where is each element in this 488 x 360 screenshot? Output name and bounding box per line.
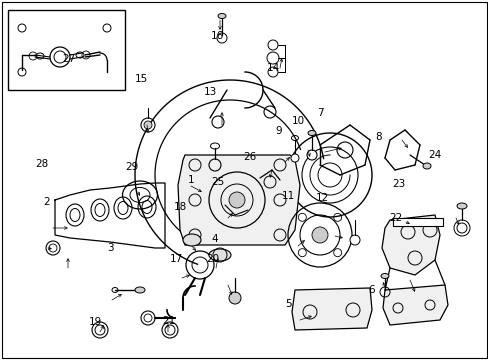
Text: 23: 23	[391, 179, 405, 189]
Ellipse shape	[307, 130, 315, 135]
Circle shape	[143, 121, 152, 129]
Ellipse shape	[208, 249, 230, 261]
Text: 6: 6	[367, 285, 374, 295]
Text: 28: 28	[35, 159, 48, 169]
Text: 15: 15	[135, 74, 148, 84]
Text: 8: 8	[375, 132, 382, 142]
Polygon shape	[178, 155, 299, 245]
Text: 16: 16	[210, 31, 224, 41]
Text: 18: 18	[174, 202, 187, 212]
Text: 20: 20	[206, 254, 219, 264]
Text: 9: 9	[275, 126, 282, 136]
Circle shape	[317, 163, 341, 187]
Circle shape	[349, 235, 359, 245]
Text: 12: 12	[315, 193, 329, 203]
Circle shape	[311, 227, 327, 243]
Text: 19: 19	[88, 317, 102, 327]
Text: 21: 21	[162, 316, 175, 326]
Text: 3: 3	[106, 243, 113, 253]
Circle shape	[290, 154, 298, 162]
Circle shape	[228, 192, 244, 208]
Bar	[392, 218, 442, 226]
Ellipse shape	[422, 163, 430, 169]
Text: 25: 25	[210, 177, 224, 187]
Ellipse shape	[380, 274, 388, 279]
Text: 10: 10	[291, 116, 304, 126]
Bar	[8, 10, 125, 90]
Text: 29: 29	[125, 162, 139, 172]
Circle shape	[228, 292, 241, 304]
Polygon shape	[381, 215, 439, 275]
Text: 14: 14	[266, 63, 280, 73]
Ellipse shape	[218, 13, 225, 18]
Text: 22: 22	[388, 213, 402, 223]
Text: 7: 7	[316, 108, 323, 118]
Text: 1: 1	[187, 175, 194, 185]
Text: 2: 2	[43, 197, 50, 207]
Text: 4: 4	[211, 234, 218, 244]
Ellipse shape	[456, 203, 466, 209]
Text: 13: 13	[203, 87, 217, 97]
Ellipse shape	[135, 287, 145, 293]
Text: 5: 5	[285, 299, 291, 309]
Polygon shape	[291, 288, 371, 330]
Text: 27: 27	[61, 54, 75, 64]
Circle shape	[306, 150, 316, 160]
Text: 24: 24	[427, 150, 441, 160]
Ellipse shape	[183, 234, 201, 246]
Text: 11: 11	[281, 191, 295, 201]
Text: 26: 26	[242, 152, 256, 162]
Text: 17: 17	[169, 254, 183, 264]
Polygon shape	[382, 285, 447, 325]
